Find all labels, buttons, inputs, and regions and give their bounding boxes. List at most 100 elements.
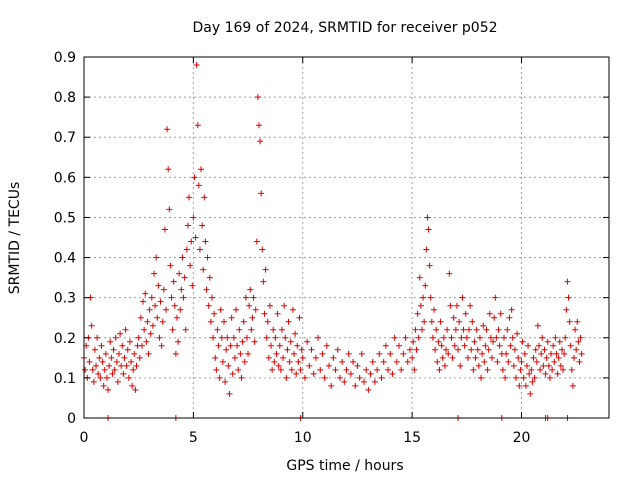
data-point (133, 362, 140, 369)
data-point (358, 350, 365, 357)
data-point (371, 378, 378, 385)
data-point (413, 346, 420, 353)
data-point (488, 354, 495, 361)
data-point (478, 374, 485, 381)
data-point (227, 342, 234, 349)
data-point (141, 326, 148, 333)
data-point (437, 318, 444, 325)
data-point (172, 350, 179, 357)
data-point (269, 366, 276, 373)
data-point (261, 310, 268, 317)
data-point (165, 166, 172, 173)
data-point (574, 318, 581, 325)
data-point (334, 346, 341, 353)
data-point (105, 386, 112, 393)
data-point (90, 378, 97, 385)
data-point (326, 362, 332, 369)
data-point (504, 326, 511, 333)
data-point (469, 318, 476, 325)
data-point (193, 62, 200, 69)
data-point (474, 346, 481, 353)
data-point (439, 354, 446, 361)
data-point (400, 350, 407, 357)
data-point (374, 366, 381, 373)
data-point (540, 362, 547, 369)
data-point (456, 318, 463, 325)
data-point (175, 338, 182, 345)
data-point (228, 314, 235, 321)
data-point (163, 306, 170, 313)
data-point (506, 314, 513, 321)
data-point (476, 334, 483, 341)
x-tick-label: 20 (513, 430, 531, 446)
data-point (217, 306, 224, 313)
data-point (555, 354, 562, 361)
data-point (471, 338, 478, 345)
data-point (178, 286, 185, 293)
data-point (445, 350, 452, 357)
x-axis-label: GPS time / hours (286, 458, 403, 474)
y-tick-label: 0.1 (54, 371, 76, 387)
data-point (247, 286, 254, 293)
data-point (576, 358, 583, 365)
data-point (296, 314, 303, 321)
data-point (502, 374, 509, 381)
data-point (147, 330, 154, 337)
data-point (221, 318, 227, 325)
data-point (578, 350, 585, 357)
data-point (301, 374, 308, 381)
data-point (264, 318, 271, 325)
data-point (248, 326, 255, 333)
data-point (293, 370, 300, 377)
data-point (457, 362, 464, 369)
data-point (518, 358, 525, 365)
data-point (310, 370, 317, 377)
data-point (245, 350, 252, 357)
data-point (164, 126, 171, 133)
data-point (297, 366, 304, 373)
data-point (294, 342, 301, 349)
data-point (223, 346, 230, 353)
data-point (298, 346, 305, 353)
data-point (472, 354, 479, 361)
data-point (89, 366, 96, 373)
data-point (431, 306, 437, 313)
data-point (112, 334, 119, 341)
data-point (95, 370, 102, 377)
data-point (549, 366, 556, 373)
data-point (191, 174, 198, 181)
data-point (198, 166, 205, 173)
data-point (153, 254, 160, 261)
data-point (426, 262, 433, 269)
data-point (473, 326, 480, 333)
data-point (389, 370, 396, 377)
data-point (124, 346, 131, 353)
data-point (154, 314, 161, 321)
data-point (565, 294, 572, 301)
data-point (412, 326, 419, 333)
data-point (522, 382, 529, 389)
y-axis-label: SRMTID / TECUs (7, 182, 23, 295)
data-point (168, 294, 175, 301)
data-point (86, 358, 93, 365)
data-point (225, 362, 232, 369)
data-point (515, 354, 522, 361)
data-point (278, 326, 285, 333)
data-point (226, 390, 233, 397)
data-point (196, 246, 203, 253)
data-point (420, 294, 427, 301)
data-point (497, 310, 504, 317)
data-point (354, 362, 361, 369)
data-point (126, 338, 133, 345)
data-point (212, 354, 219, 361)
data-point (122, 326, 129, 333)
data-point (428, 318, 435, 325)
chart-title: Day 169 of 2024, SRMTID for receiver p05… (192, 20, 497, 36)
data-point (461, 342, 468, 349)
data-point (265, 354, 272, 361)
data-point (571, 354, 577, 361)
data-point (224, 334, 231, 341)
data-point (119, 342, 126, 349)
data-point (143, 338, 150, 345)
